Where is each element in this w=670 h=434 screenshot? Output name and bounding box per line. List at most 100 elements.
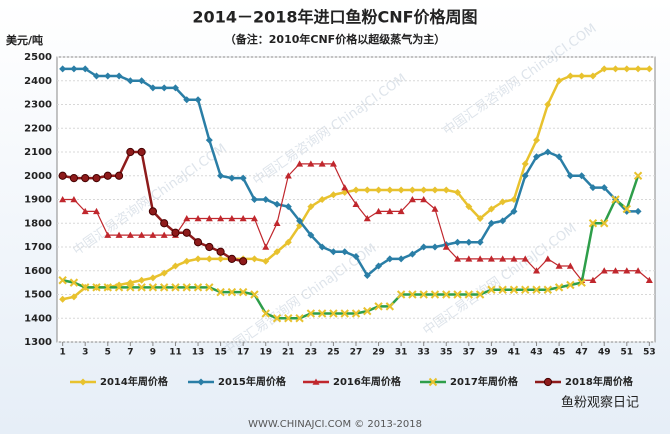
point [341, 248, 349, 256]
legend-marker [428, 377, 438, 387]
x-tick-label: 25 [327, 348, 340, 358]
x-tick-label: 27 [350, 348, 363, 358]
point [510, 196, 518, 203]
point [114, 171, 124, 180]
point [408, 250, 416, 258]
point [159, 283, 169, 292]
point [148, 207, 158, 216]
point [284, 238, 292, 246]
point [317, 309, 327, 318]
point [250, 290, 259, 299]
point [296, 160, 304, 167]
point [149, 231, 157, 238]
point [296, 217, 304, 225]
point [577, 278, 586, 287]
point [205, 255, 213, 263]
point [509, 285, 519, 294]
point [284, 172, 292, 179]
point [465, 238, 473, 246]
point [81, 174, 90, 183]
point [622, 204, 631, 214]
point [442, 186, 450, 194]
point [160, 269, 168, 277]
point [352, 200, 360, 208]
point [137, 283, 146, 292]
y-tick-label: 1500 [24, 290, 52, 301]
point [273, 219, 281, 227]
point [183, 257, 191, 265]
point [318, 196, 326, 203]
point [396, 290, 406, 299]
point [171, 283, 180, 292]
point [634, 207, 642, 215]
point [272, 314, 282, 323]
point [59, 65, 67, 73]
point [59, 295, 67, 303]
y-tick-label: 1800 [24, 218, 52, 229]
y-tick-label: 2000 [24, 171, 52, 182]
y-tick-label: 2100 [24, 147, 52, 158]
point [633, 171, 643, 180]
point [566, 72, 574, 80]
point [182, 228, 191, 237]
point [70, 65, 78, 73]
point [148, 283, 158, 292]
point [115, 72, 123, 80]
point [589, 276, 597, 284]
x-tick-label: 43 [530, 348, 543, 358]
point [611, 195, 620, 204]
point [544, 148, 552, 156]
x-tick-label: 49 [598, 348, 611, 358]
point [81, 65, 89, 73]
point [487, 219, 495, 227]
y-tick-label: 1300 [24, 337, 52, 348]
point [363, 306, 372, 316]
point [544, 101, 552, 108]
point [70, 196, 78, 203]
point [454, 255, 462, 262]
point [521, 255, 529, 262]
point [239, 257, 248, 266]
point [487, 285, 496, 294]
point [250, 215, 258, 222]
point [250, 196, 258, 203]
point [183, 215, 191, 222]
legend-label: 2017年周价格 [450, 375, 519, 388]
legend-label: 2018年周价格 [565, 375, 634, 388]
point [205, 242, 214, 252]
legend-marker [543, 377, 553, 387]
point [578, 72, 586, 80]
y-axis-label: 美元/吨 [6, 33, 43, 47]
y-tick-label: 1600 [24, 266, 52, 277]
legend-marker [312, 378, 320, 385]
point [58, 276, 67, 285]
point [578, 172, 586, 180]
x-tick-label: 9 [150, 348, 156, 358]
y-tick-label: 2400 [24, 76, 52, 87]
point [58, 171, 67, 180]
x-tick-label: 3 [82, 348, 88, 358]
y-tick-label: 1400 [24, 313, 52, 324]
point [442, 290, 451, 299]
x-tick-label: 47 [575, 348, 588, 358]
legend-marker [79, 378, 87, 386]
point [329, 191, 337, 199]
x-tick-label: 19 [259, 348, 272, 358]
point [374, 302, 383, 311]
point [363, 215, 371, 222]
point [476, 255, 484, 262]
legend-label: 2016年周价格 [333, 375, 402, 388]
point [420, 196, 428, 203]
point [397, 255, 405, 263]
point [352, 186, 360, 194]
point [81, 283, 90, 292]
point [273, 248, 281, 256]
point [160, 231, 168, 238]
point [543, 285, 553, 294]
point [566, 262, 574, 269]
point [645, 65, 653, 73]
point [386, 255, 394, 263]
point [216, 247, 225, 256]
point [239, 174, 247, 182]
point [588, 219, 598, 228]
